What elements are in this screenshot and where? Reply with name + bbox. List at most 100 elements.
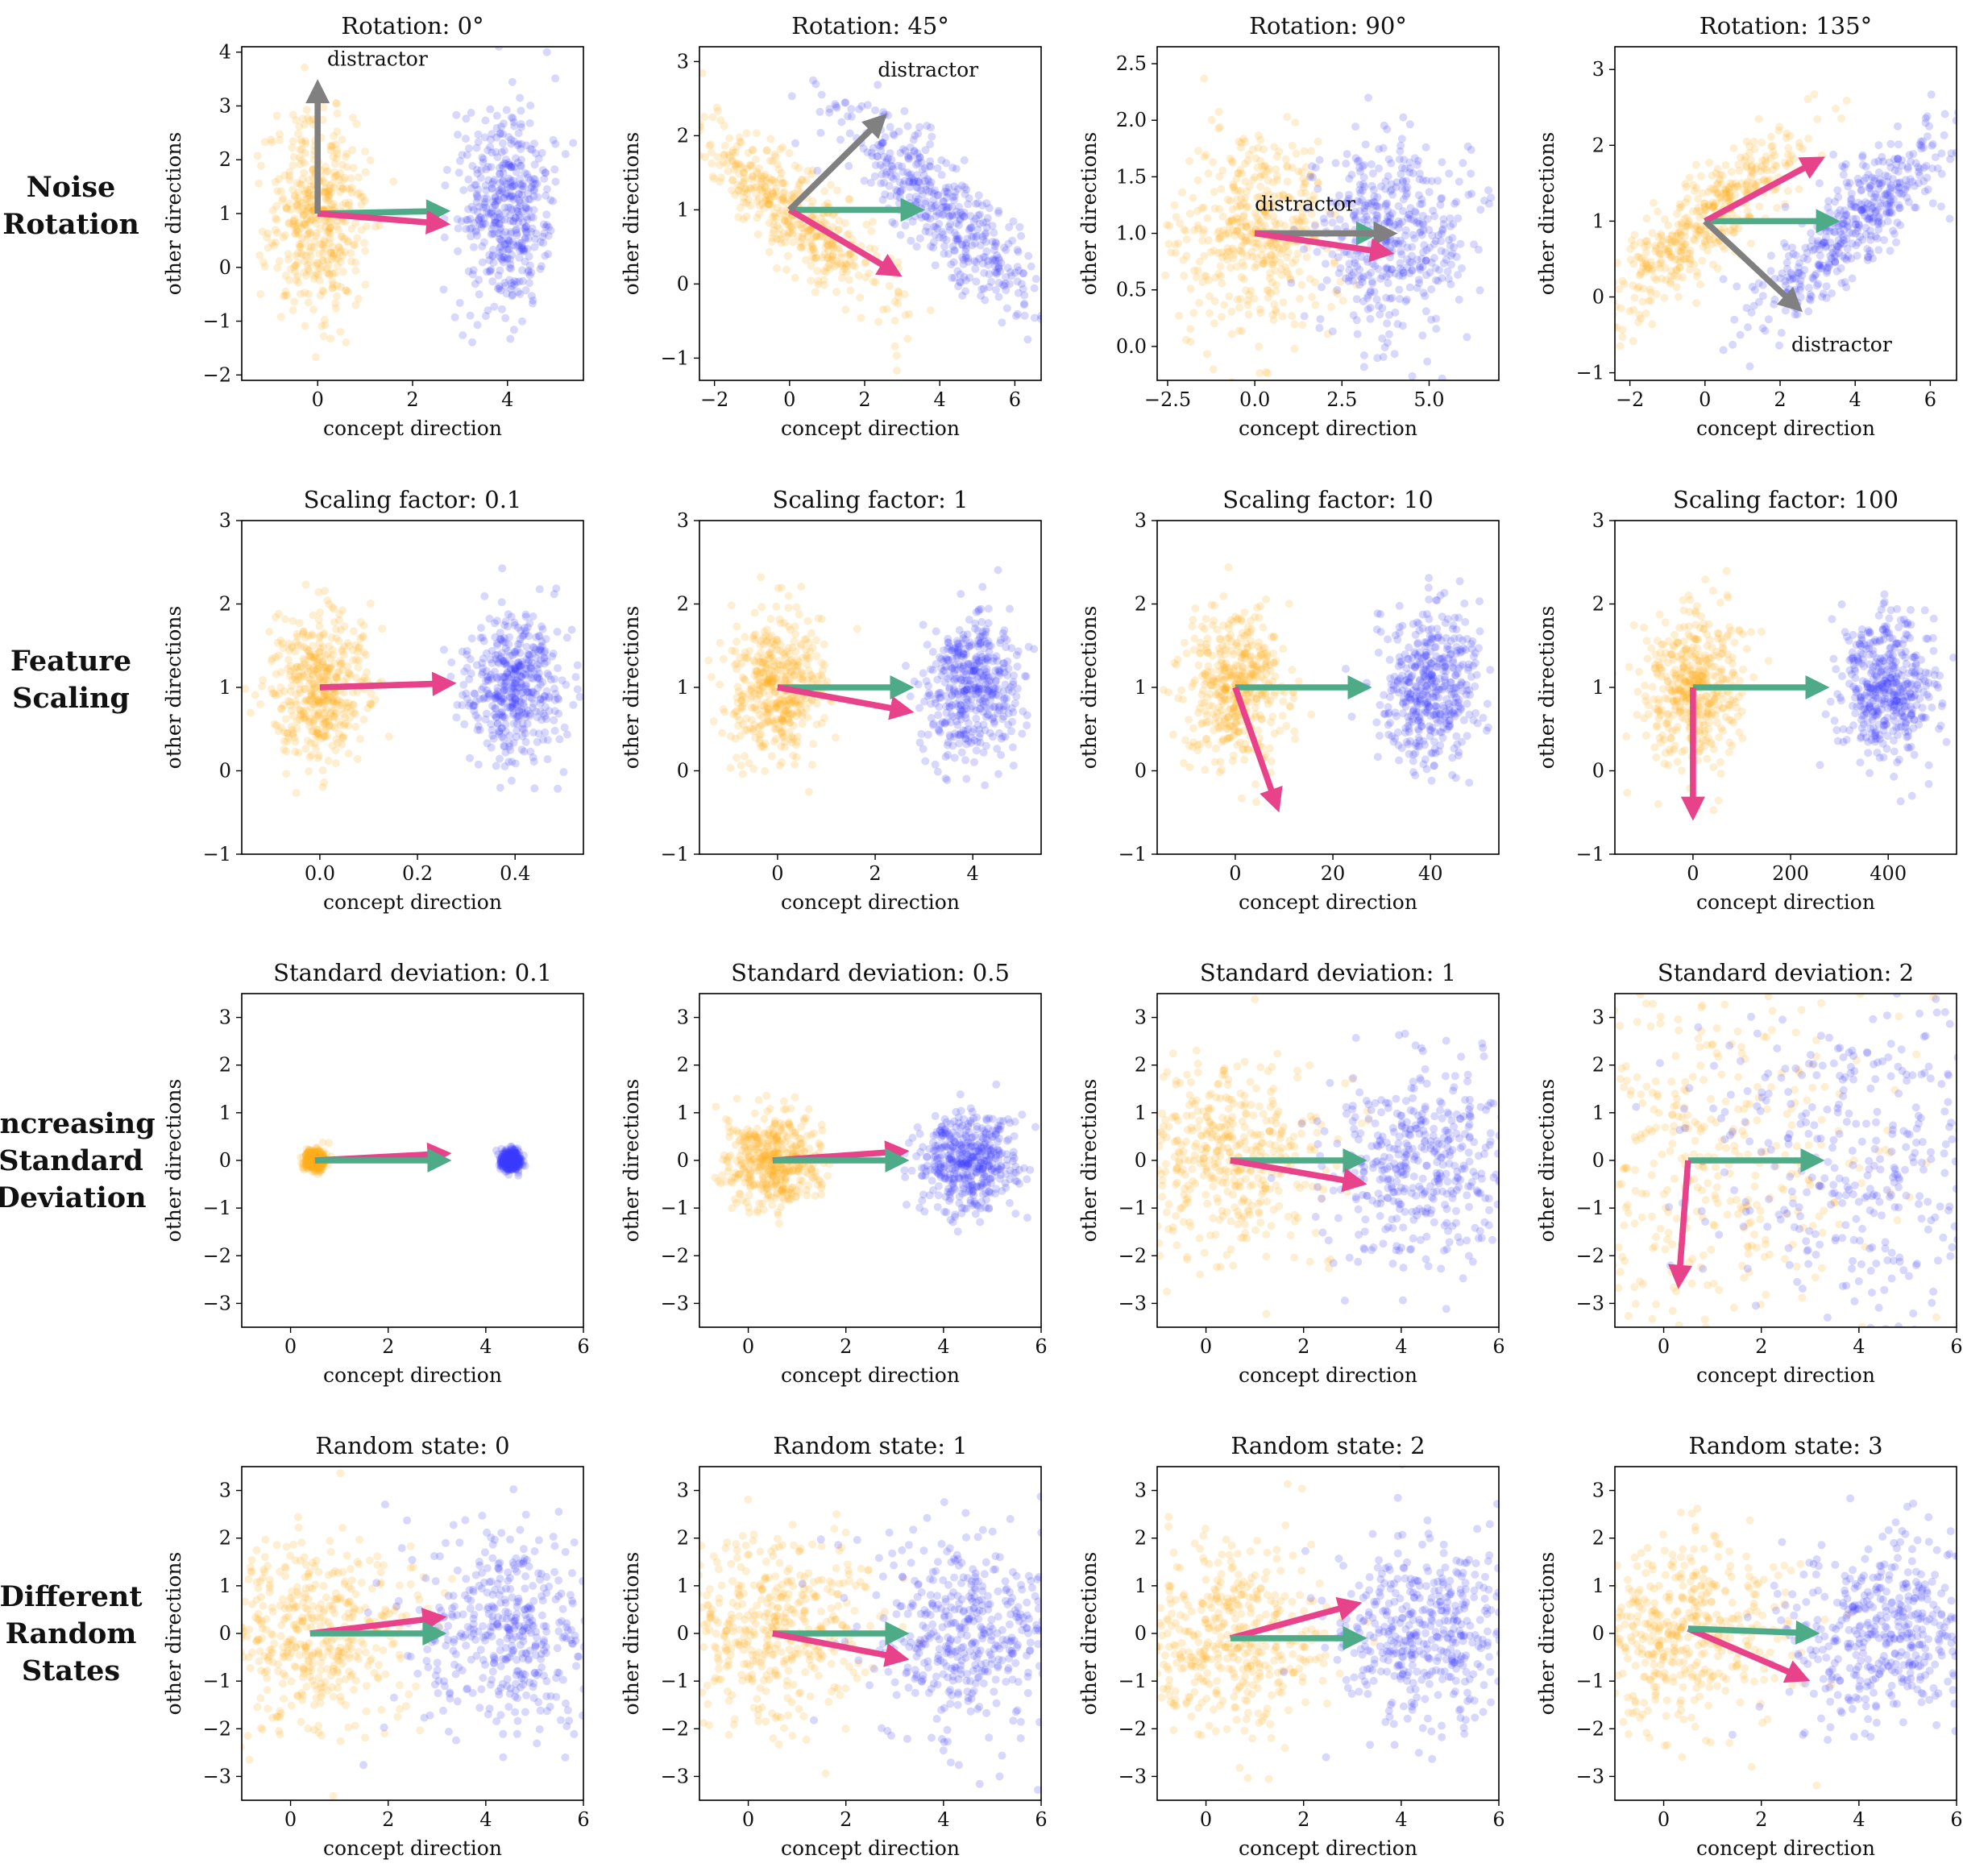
point-class-a	[1229, 216, 1237, 225]
point-class-b	[1903, 182, 1911, 191]
point-class-a	[1331, 287, 1340, 296]
point-class-b	[913, 171, 922, 180]
point-class-a	[1694, 203, 1703, 212]
point-class-b	[973, 231, 982, 240]
point-class-a	[323, 264, 332, 273]
point-class-b	[982, 218, 990, 226]
point-class-b	[1822, 268, 1831, 277]
point-class-b	[1822, 282, 1831, 291]
point-class-b	[514, 190, 523, 199]
point-class-b	[988, 222, 997, 230]
point-class-b	[1349, 210, 1358, 219]
point-class-a	[790, 189, 799, 198]
point-class-a	[288, 217, 297, 226]
point-class-a	[1185, 156, 1193, 165]
point-class-a	[731, 190, 740, 199]
point-class-b	[483, 739, 492, 748]
point-class-a	[357, 201, 366, 209]
point-class-b	[1795, 259, 1803, 268]
point-class-a	[765, 247, 774, 256]
point-class-a	[305, 267, 313, 276]
point-class-b	[898, 180, 907, 189]
point-class-b	[987, 277, 995, 286]
point-class-b	[1335, 215, 1344, 224]
point-class-b	[909, 178, 918, 187]
point-class-b	[1920, 187, 1929, 196]
point-class-b	[454, 247, 463, 255]
point-class-a	[779, 215, 788, 224]
point-class-b	[938, 227, 947, 236]
point-class-a	[296, 145, 305, 154]
point-class-b	[952, 235, 961, 244]
point-class-a	[280, 292, 288, 301]
point-class-b	[508, 182, 517, 191]
point-class-b	[926, 181, 935, 189]
point-class-a	[1225, 247, 1234, 256]
point-class-a	[322, 663, 331, 672]
point-class-a	[336, 327, 345, 336]
point-class-b	[1777, 329, 1786, 337]
point-class-a	[272, 215, 281, 224]
point-class-b	[479, 219, 488, 228]
point-class-a	[1247, 247, 1255, 256]
point-class-b	[1809, 275, 1818, 284]
point-class-b	[1333, 285, 1342, 294]
point-class-a	[1308, 293, 1316, 301]
point-class-a	[326, 185, 334, 193]
point-class-a	[353, 754, 362, 763]
point-class-b	[1794, 268, 1803, 276]
point-class-b	[1383, 264, 1392, 272]
point-class-b	[1826, 251, 1835, 260]
point-class-a	[1334, 289, 1342, 298]
point-class-b	[896, 148, 905, 157]
point-class-b	[551, 177, 560, 186]
point-class-b	[869, 143, 878, 152]
point-class-a	[316, 673, 325, 682]
point-class-a	[288, 110, 297, 119]
point-class-b	[1355, 164, 1363, 172]
point-class-b	[529, 296, 537, 305]
point-class-a	[1745, 142, 1754, 151]
point-class-b	[1455, 177, 1463, 186]
point-class-b	[1886, 201, 1895, 210]
point-class-a	[338, 666, 347, 674]
point-class-a	[310, 650, 319, 658]
point-class-b	[1053, 275, 1061, 283]
point-class-b	[898, 185, 907, 194]
point-class-b	[1861, 230, 1870, 239]
y-tick-label: 2	[219, 593, 231, 616]
point-class-a	[761, 184, 770, 193]
point-class-a	[313, 725, 322, 734]
point-class-a	[1635, 253, 1643, 261]
point-class-a	[762, 146, 771, 155]
point-class-a	[687, 114, 695, 122]
annotation-label: distractor	[327, 47, 428, 70]
point-class-b	[1402, 295, 1411, 304]
point-class-a	[701, 152, 709, 161]
point-class-a	[256, 699, 265, 708]
point-class-a	[786, 222, 795, 231]
point-class-a	[768, 234, 777, 243]
point-class-b	[976, 241, 985, 250]
point-class-a	[842, 259, 851, 268]
point-class-a	[1737, 179, 1746, 188]
point-class-b	[1366, 288, 1375, 297]
point-class-a	[272, 201, 281, 210]
point-class-b	[1358, 274, 1366, 283]
point-class-b	[516, 93, 525, 102]
point-class-a	[305, 767, 313, 776]
point-class-b	[1417, 230, 1426, 239]
point-class-b	[1806, 290, 1815, 299]
point-class-b	[962, 239, 971, 247]
point-class-a	[739, 188, 748, 197]
point-class-b	[1398, 218, 1407, 226]
point-class-a	[268, 138, 276, 147]
point-class-b	[493, 208, 502, 217]
point-class-a	[1291, 118, 1300, 127]
point-class-b	[496, 254, 505, 263]
point-class-a	[1190, 226, 1198, 234]
point-class-a	[1683, 248, 1692, 257]
point-class-a	[363, 676, 371, 685]
point-class-b	[928, 132, 936, 141]
